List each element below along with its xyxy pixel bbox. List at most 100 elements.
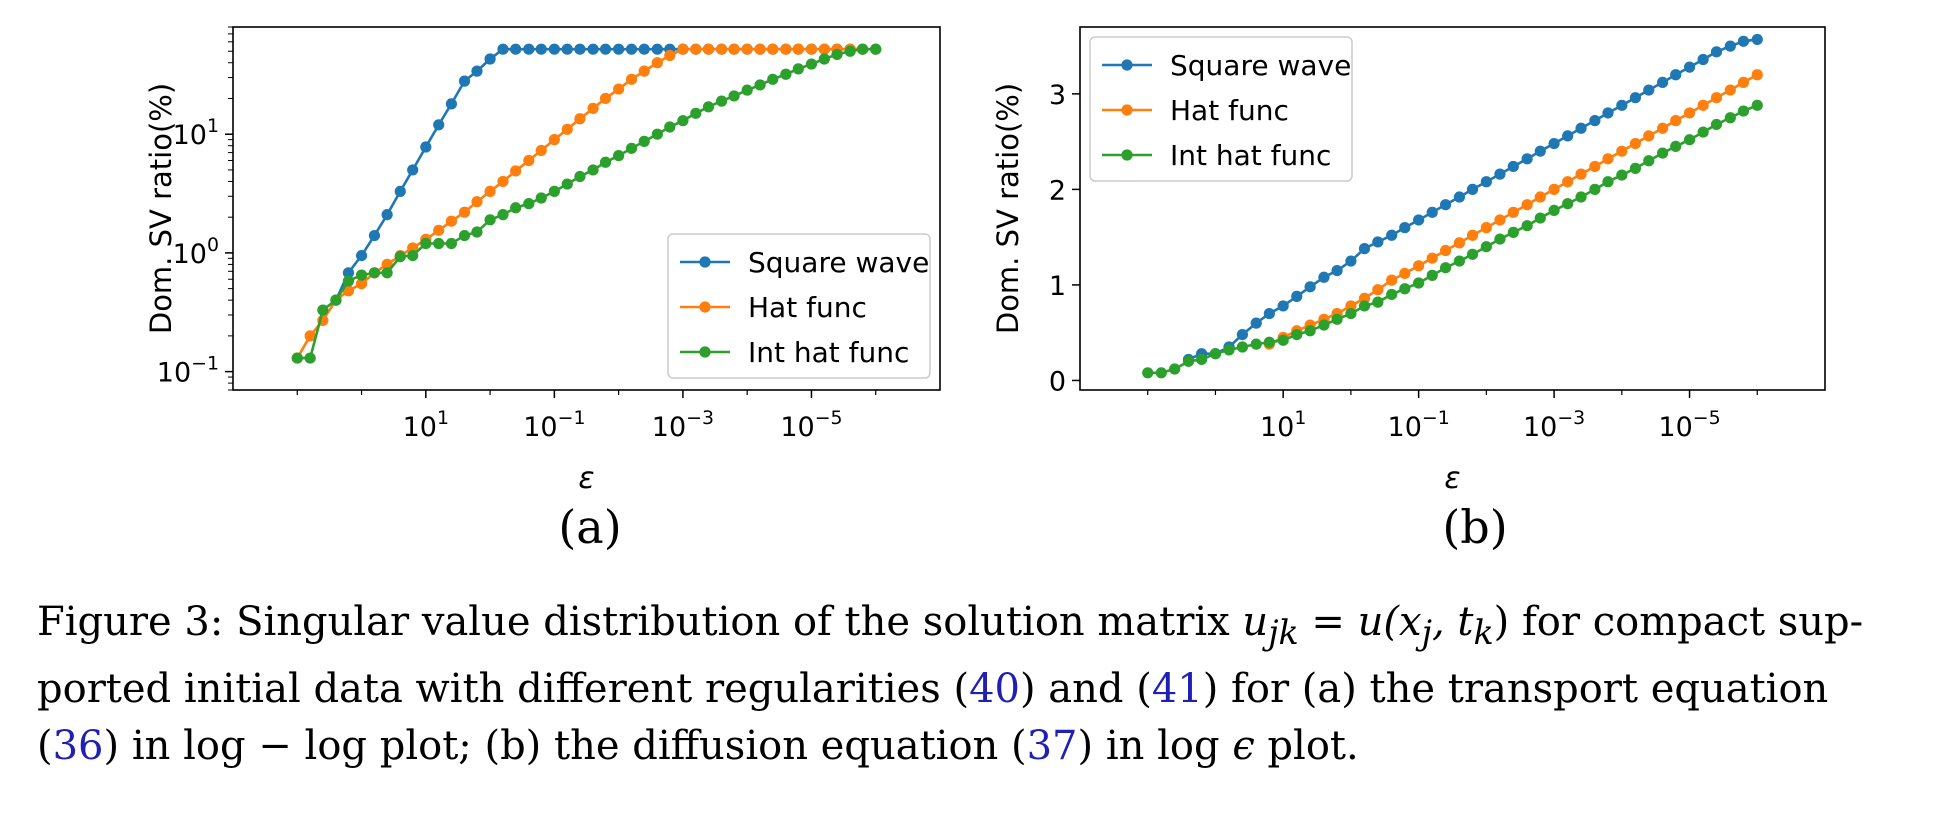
data-point bbox=[1737, 35, 1750, 47]
series-int-hat-func bbox=[291, 43, 882, 364]
data-point bbox=[664, 49, 676, 62]
y-tick-label: 0 bbox=[1049, 366, 1066, 397]
data-point bbox=[1616, 99, 1628, 111]
data-point bbox=[728, 90, 740, 102]
plot-frame bbox=[232, 26, 941, 391]
data-point bbox=[1494, 233, 1506, 245]
data-point bbox=[1426, 252, 1438, 264]
data-point bbox=[497, 175, 509, 188]
data-point bbox=[1589, 160, 1601, 173]
data-point bbox=[1643, 155, 1655, 167]
caption-ref-36[interactable]: 36 bbox=[52, 723, 104, 769]
data-point bbox=[1331, 313, 1343, 325]
data-point bbox=[1710, 92, 1723, 104]
data-point bbox=[1562, 130, 1574, 142]
data-point bbox=[1697, 126, 1709, 138]
data-point bbox=[690, 107, 702, 119]
data-point bbox=[548, 185, 560, 197]
data-point bbox=[1534, 145, 1546, 157]
data-point bbox=[471, 65, 483, 77]
y-tick-label: 3 bbox=[1049, 80, 1066, 111]
data-point bbox=[368, 229, 381, 242]
caption-ref-37[interactable]: 37 bbox=[1026, 723, 1078, 769]
data-point bbox=[355, 269, 368, 281]
data-point bbox=[574, 43, 586, 55]
data-point bbox=[1304, 325, 1316, 337]
legend-swatch-marker bbox=[1121, 104, 1133, 116]
data-point bbox=[1724, 84, 1736, 96]
caption-part5: ) in log − log plot; (b) the diffusion e… bbox=[103, 723, 1027, 769]
data-point bbox=[1399, 267, 1411, 280]
data-point bbox=[381, 258, 393, 271]
caption-lead: Figure 3: Singular value distribution of… bbox=[37, 599, 1243, 645]
data-point bbox=[1453, 237, 1466, 249]
data-point bbox=[1616, 145, 1628, 157]
data-point bbox=[1291, 328, 1303, 341]
data-point bbox=[1629, 137, 1642, 150]
data-point bbox=[1413, 260, 1425, 272]
y-tick-label: 100 bbox=[173, 234, 219, 270]
data-point bbox=[535, 43, 547, 55]
data-point bbox=[702, 43, 715, 55]
data-point bbox=[599, 156, 612, 168]
data-point bbox=[754, 79, 766, 91]
data-point bbox=[548, 43, 560, 55]
data-point bbox=[1562, 198, 1574, 210]
caption-ref-40[interactable]: 40 bbox=[969, 666, 1020, 712]
plot-frame bbox=[1079, 26, 1826, 391]
data-point bbox=[1372, 284, 1384, 296]
data-point bbox=[741, 84, 753, 96]
data-point bbox=[1494, 214, 1506, 226]
data-point bbox=[1250, 338, 1262, 350]
data-point bbox=[394, 185, 406, 197]
data-point bbox=[857, 43, 869, 55]
data-point bbox=[1562, 176, 1574, 188]
data-point bbox=[792, 43, 804, 55]
data-point bbox=[1236, 341, 1249, 353]
data-point bbox=[1386, 288, 1398, 301]
data-point bbox=[1751, 69, 1763, 81]
data-point bbox=[497, 43, 509, 55]
data-point bbox=[805, 43, 818, 55]
data-point bbox=[1602, 176, 1614, 188]
data-point bbox=[651, 43, 663, 55]
data-point bbox=[1710, 46, 1723, 58]
data-point bbox=[1656, 122, 1669, 134]
data-point bbox=[407, 249, 419, 262]
data-point bbox=[1643, 130, 1655, 142]
data-point bbox=[381, 209, 393, 221]
caption-part3: ) and ( bbox=[1019, 666, 1152, 712]
x-tick-label: 10−5 bbox=[780, 407, 842, 443]
data-point bbox=[1372, 236, 1384, 248]
data-point bbox=[523, 43, 535, 55]
data-point bbox=[780, 43, 792, 55]
legend-entry: Hat func bbox=[748, 291, 867, 324]
data-point bbox=[497, 209, 509, 221]
data-point bbox=[381, 267, 393, 279]
data-point bbox=[690, 43, 702, 55]
caption-ref-41[interactable]: 41 bbox=[1151, 666, 1203, 712]
data-point bbox=[342, 267, 355, 279]
data-point bbox=[1196, 353, 1208, 366]
data-point bbox=[1521, 153, 1533, 165]
data-point bbox=[1318, 319, 1330, 331]
data-point bbox=[1724, 40, 1736, 52]
legend-entry: Hat func bbox=[1170, 94, 1289, 127]
legend: Square wave Hat func Int hat func bbox=[1089, 36, 1353, 182]
data-point bbox=[1548, 137, 1560, 150]
data-point bbox=[1507, 206, 1519, 218]
data-point bbox=[767, 43, 779, 55]
data-point bbox=[535, 144, 547, 157]
data-point bbox=[587, 164, 599, 176]
data-point bbox=[1439, 262, 1452, 274]
data-point bbox=[342, 275, 355, 287]
data-point bbox=[1480, 176, 1492, 188]
y-tick-label: 101 bbox=[173, 115, 219, 151]
data-point bbox=[1155, 367, 1167, 379]
data-point bbox=[330, 294, 342, 306]
data-point bbox=[420, 237, 432, 250]
data-point bbox=[1480, 241, 1492, 253]
data-point bbox=[510, 165, 522, 177]
x-tick-label: 10−3 bbox=[1523, 407, 1585, 443]
legend-box bbox=[1089, 36, 1353, 182]
